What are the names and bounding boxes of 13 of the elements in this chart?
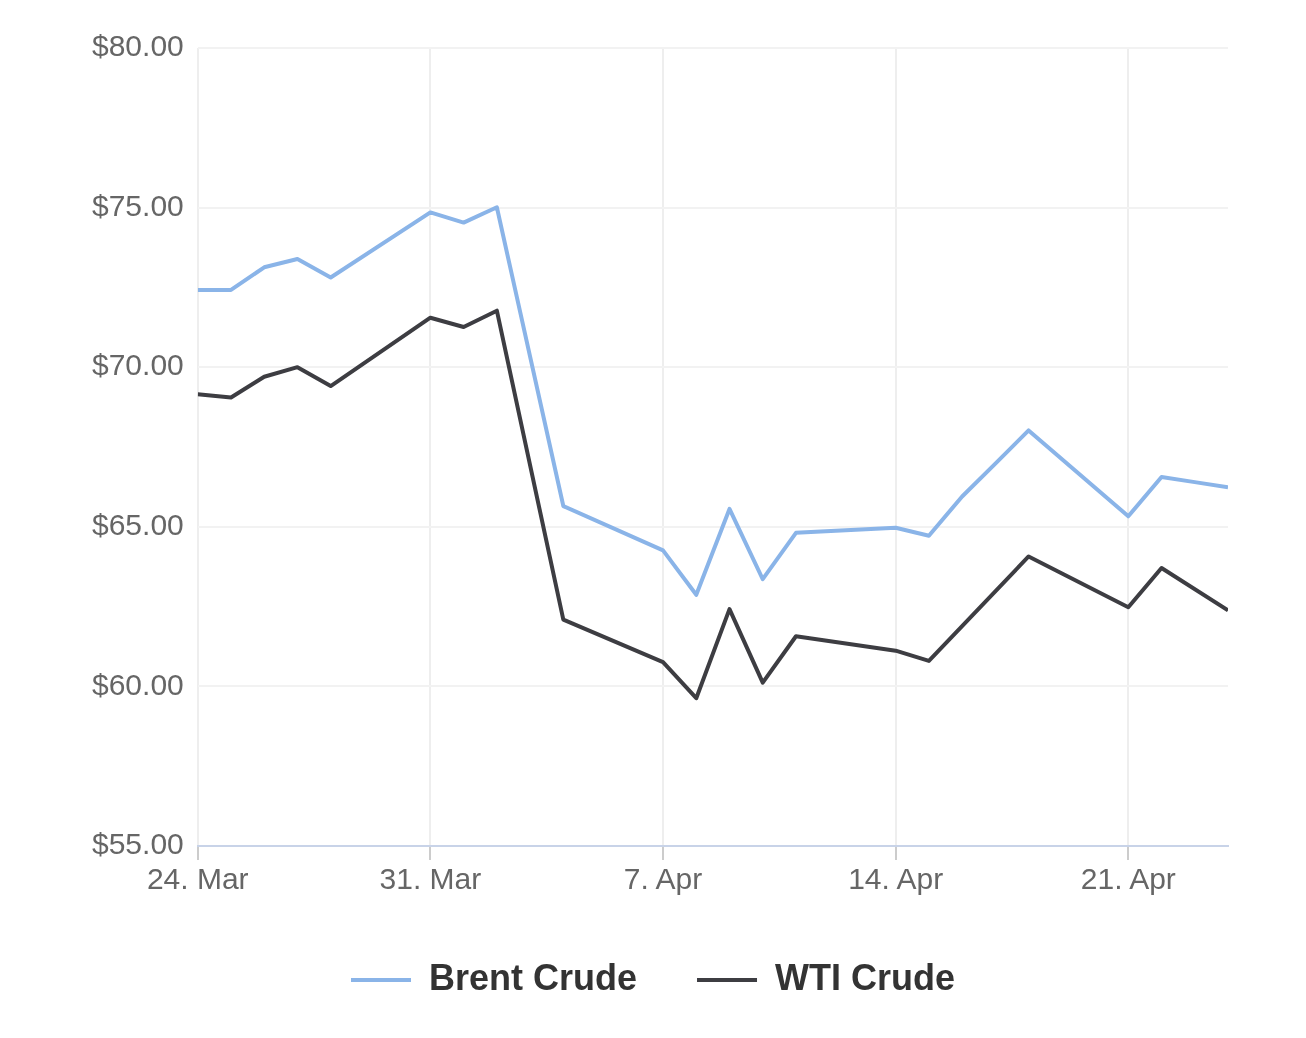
- x-tick-label: 21. Apr: [1080, 862, 1176, 896]
- x-tick-label: 31. Mar: [379, 862, 482, 896]
- y-tick-label: $65.00: [91, 508, 184, 542]
- y-tick-label: $70.00: [91, 348, 184, 382]
- x-tick-label: 7. Apr: [623, 862, 703, 896]
- legend-label: Brent Crude: [429, 956, 638, 998]
- y-tick-label: $80.00: [91, 29, 184, 63]
- y-tick-label: $60.00: [91, 667, 184, 701]
- y-tick-label: $75.00: [91, 188, 184, 222]
- y-tick-label: $55.00: [91, 827, 184, 861]
- x-tick-label: 24. Mar: [146, 862, 249, 896]
- legend-label: WTI Crude: [775, 956, 955, 998]
- x-tick-label: 14. Apr: [848, 862, 944, 896]
